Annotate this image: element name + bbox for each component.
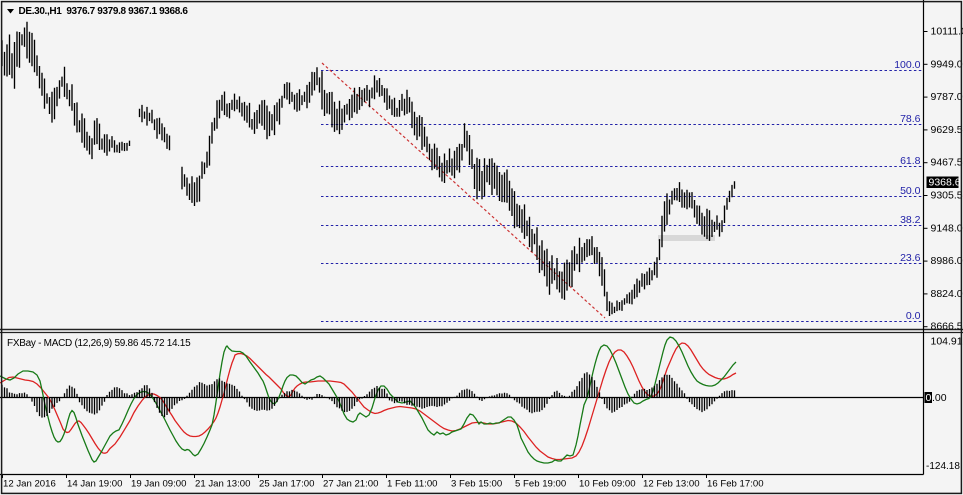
svg-text:0.0: 0.0 [906, 310, 921, 322]
svg-text:1 Feb 11:00: 1 Feb 11:00 [387, 479, 438, 490]
svg-text:8824.0: 8824.0 [931, 288, 963, 300]
svg-text:9787.0: 9787.0 [931, 91, 963, 103]
svg-text:14 Jan 19:00: 14 Jan 19:00 [67, 479, 122, 490]
svg-text:0: 0 [926, 392, 932, 404]
svg-text:FXBay - MACD (12,26,9) 59.86 4: FXBay - MACD (12,26,9) 59.86 45.72 14.15 [7, 338, 191, 349]
svg-text:8986.0: 8986.0 [931, 255, 963, 267]
svg-text:27 Jan 21:00: 27 Jan 21:00 [323, 479, 378, 490]
svg-text:9949.0: 9949.0 [931, 58, 963, 70]
svg-text:21 Jan 13:00: 21 Jan 13:00 [195, 479, 250, 490]
svg-text:100.0: 100.0 [894, 59, 920, 71]
svg-text:10111.0: 10111.0 [931, 26, 963, 38]
svg-text:25 Jan 17:00: 25 Jan 17:00 [259, 479, 314, 490]
svg-text:9148.0: 9148.0 [931, 222, 963, 234]
svg-text:23.6: 23.6 [900, 252, 921, 264]
svg-text:78.6: 78.6 [900, 113, 921, 125]
svg-text:3 Feb 15:00: 3 Feb 15:00 [451, 479, 502, 490]
svg-text:61.8: 61.8 [900, 155, 921, 167]
svg-text:9368.6: 9368.6 [929, 177, 961, 189]
svg-text:12 Jan 2016: 12 Jan 2016 [3, 479, 56, 490]
svg-text:50.0: 50.0 [900, 185, 921, 197]
svg-text:-124.18: -124.18 [926, 461, 960, 472]
svg-text:104.91: 104.91 [931, 336, 963, 348]
svg-text:DE.30.,H1 9376.7 9379.8 9367.: DE.30.,H1 9376.7 9379.8 9367.1 9368.6 [19, 6, 189, 17]
svg-text:10 Feb 09:00: 10 Feb 09:00 [579, 479, 636, 490]
svg-text:9629.5: 9629.5 [931, 124, 963, 136]
svg-text:9305.5: 9305.5 [931, 190, 963, 202]
svg-text:16 Feb 17:00: 16 Feb 17:00 [707, 479, 764, 490]
svg-text:8666.5: 8666.5 [931, 321, 963, 333]
svg-text:19 Jan 09:00: 19 Jan 09:00 [131, 479, 186, 490]
svg-text:12 Feb 13:00: 12 Feb 13:00 [643, 479, 700, 490]
svg-text:5 Feb 19:00: 5 Feb 19:00 [515, 479, 566, 490]
svg-text:9467.5: 9467.5 [931, 157, 963, 169]
svg-text:.00: .00 [932, 392, 947, 404]
svg-text:38.2: 38.2 [900, 214, 921, 226]
